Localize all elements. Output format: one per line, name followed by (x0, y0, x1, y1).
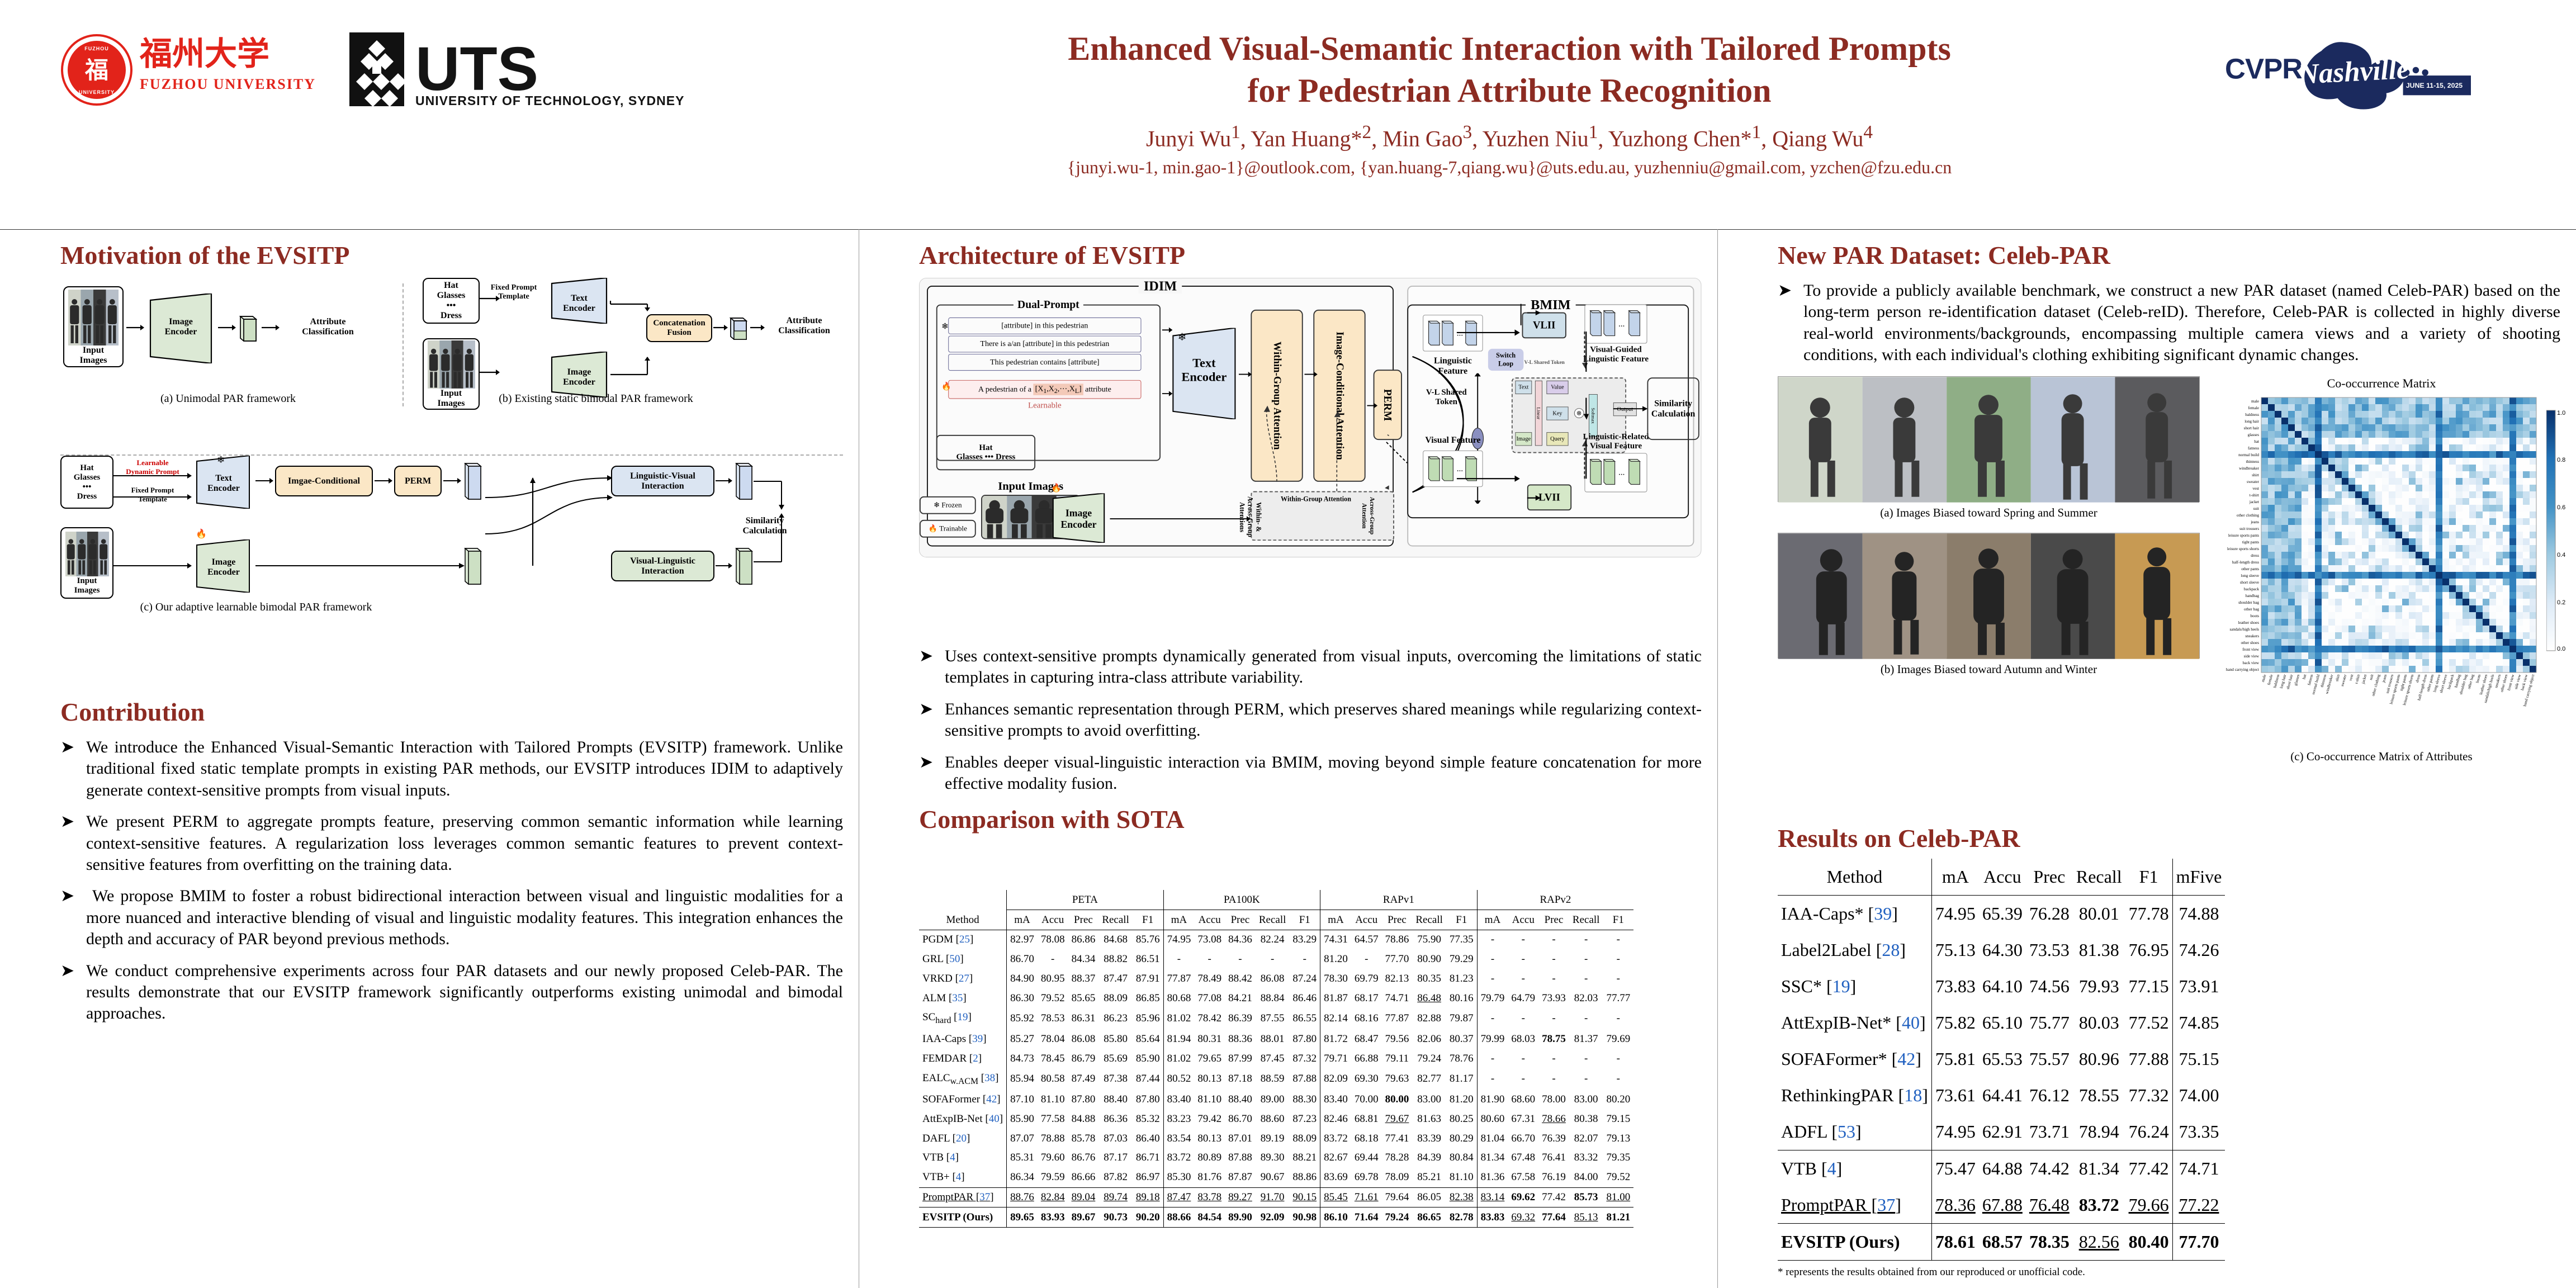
svg-text:UNIVERSITY: UNIVERSITY (79, 89, 115, 95)
svg-text:sandals/high heels: sandals/high heels (2230, 627, 2260, 632)
svg-text:fatness: fatness (2307, 674, 2314, 686)
svg-text:backpack: backpack (2244, 587, 2260, 591)
svg-text:fatness: fatness (2248, 446, 2259, 451)
svg-text:handbag: handbag (2246, 594, 2260, 598)
svg-text:long hair: long hair (2244, 419, 2259, 424)
svg-text:jacket: jacket (2249, 500, 2259, 504)
svg-text:suit: suit (2253, 506, 2259, 511)
svg-text:short hair: short hair (2244, 426, 2260, 430)
svg-text:shirt: shirt (2334, 674, 2341, 681)
svg-text:FUZHOU: FUZHOU (84, 46, 109, 51)
svg-text:other shoes: other shoes (2241, 641, 2259, 645)
svg-text:hat: hat (2302, 674, 2307, 680)
svg-text:boots: boots (2475, 674, 2482, 683)
svg-text:t-shirt: t-shirt (2354, 674, 2361, 684)
svg-text:shoulder bag: shoulder bag (2238, 600, 2259, 605)
svg-text:UNIVERSITY OF TECHNOLOGY, SYDN: UNIVERSITY OF TECHNOLOGY, SYDNEY (415, 93, 684, 108)
svg-text:boots: boots (2250, 614, 2259, 618)
svg-text:male: male (2251, 399, 2259, 404)
svg-text:baldness: baldness (2245, 413, 2259, 417)
svg-text:glasses: glasses (2293, 674, 2300, 686)
svg-text:jeans: jeans (2381, 674, 2388, 683)
svg-text:sweater: sweater (2340, 673, 2348, 686)
svg-text:vest: vest (2348, 674, 2355, 681)
svg-text:leather shoes: leather shoes (2238, 621, 2260, 625)
svg-text:t-shirt: t-shirt (2250, 493, 2259, 498)
svg-text:Nashville: Nashville (2297, 54, 2410, 91)
svg-text:normal build: normal build (2238, 453, 2259, 457)
svg-text:...: ... (1618, 468, 1625, 477)
svg-text:...: ... (1457, 465, 1463, 473)
svg-text:glasses: glasses (2248, 433, 2260, 437)
svg-text:long sleeve: long sleeve (2241, 574, 2259, 578)
svg-text:male: male (2261, 674, 2267, 683)
svg-text:...: ... (1457, 329, 1463, 338)
svg-text:half-length dress: half-length dress (2232, 560, 2259, 565)
svg-text:leisure sports pants: leisure sports pants (2228, 533, 2259, 538)
svg-text:leisure sports shorts: leisure sports shorts (2227, 547, 2259, 551)
svg-text:other bag: other bag (2244, 607, 2259, 612)
svg-text:short sleeve: short sleeve (2240, 580, 2259, 585)
svg-text:back view: back view (2243, 661, 2260, 665)
svg-text:tight pants: tight pants (2242, 540, 2259, 544)
svg-text:other pants: other pants (2241, 567, 2259, 571)
svg-text:0.6: 0.6 (2557, 504, 2565, 511)
svg-text:thinness: thinness (2246, 460, 2259, 464)
svg-text:sneakers: sneakers (2245, 634, 2259, 638)
svg-text:jeans: jeans (2250, 520, 2259, 524)
svg-text:JUNE 11-15, 2025: JUNE 11-15, 2025 (2406, 82, 2463, 89)
svg-text:0.0: 0.0 (2557, 646, 2565, 652)
svg-text:suit trousers: suit trousers (2239, 527, 2259, 531)
svg-text:front view: front view (2242, 647, 2260, 652)
svg-text:dress: dress (2415, 674, 2422, 683)
svg-text:sweater: sweater (2247, 480, 2260, 484)
svg-text:female: female (2248, 406, 2259, 410)
svg-text:0.8: 0.8 (2557, 457, 2565, 463)
svg-text:...: ... (1618, 320, 1625, 329)
svg-text:other clothing: other clothing (2237, 513, 2260, 518)
svg-text:福: 福 (84, 58, 108, 84)
svg-text:hand carrying object: hand carrying object (2226, 667, 2259, 672)
svg-text:side view: side view (2244, 654, 2260, 659)
svg-text:1.0: 1.0 (2557, 410, 2565, 416)
svg-text:hat: hat (2254, 439, 2259, 444)
svg-text:0.2: 0.2 (2557, 599, 2565, 606)
svg-text:other bag: other bag (2467, 674, 2475, 689)
svg-text:vest: vest (2252, 486, 2259, 491)
svg-text:dress: dress (2251, 553, 2259, 558)
svg-text:windbreaker: windbreaker (2239, 466, 2260, 471)
svg-text:shirt: shirt (2252, 473, 2259, 477)
svg-text:0.4: 0.4 (2557, 552, 2565, 558)
svg-text:CVPR: CVPR (2225, 53, 2302, 84)
svg-text:female: female (2267, 674, 2274, 685)
svg-text:suit: suit (2369, 674, 2374, 680)
svg-text:jacket: jacket (2361, 674, 2367, 685)
